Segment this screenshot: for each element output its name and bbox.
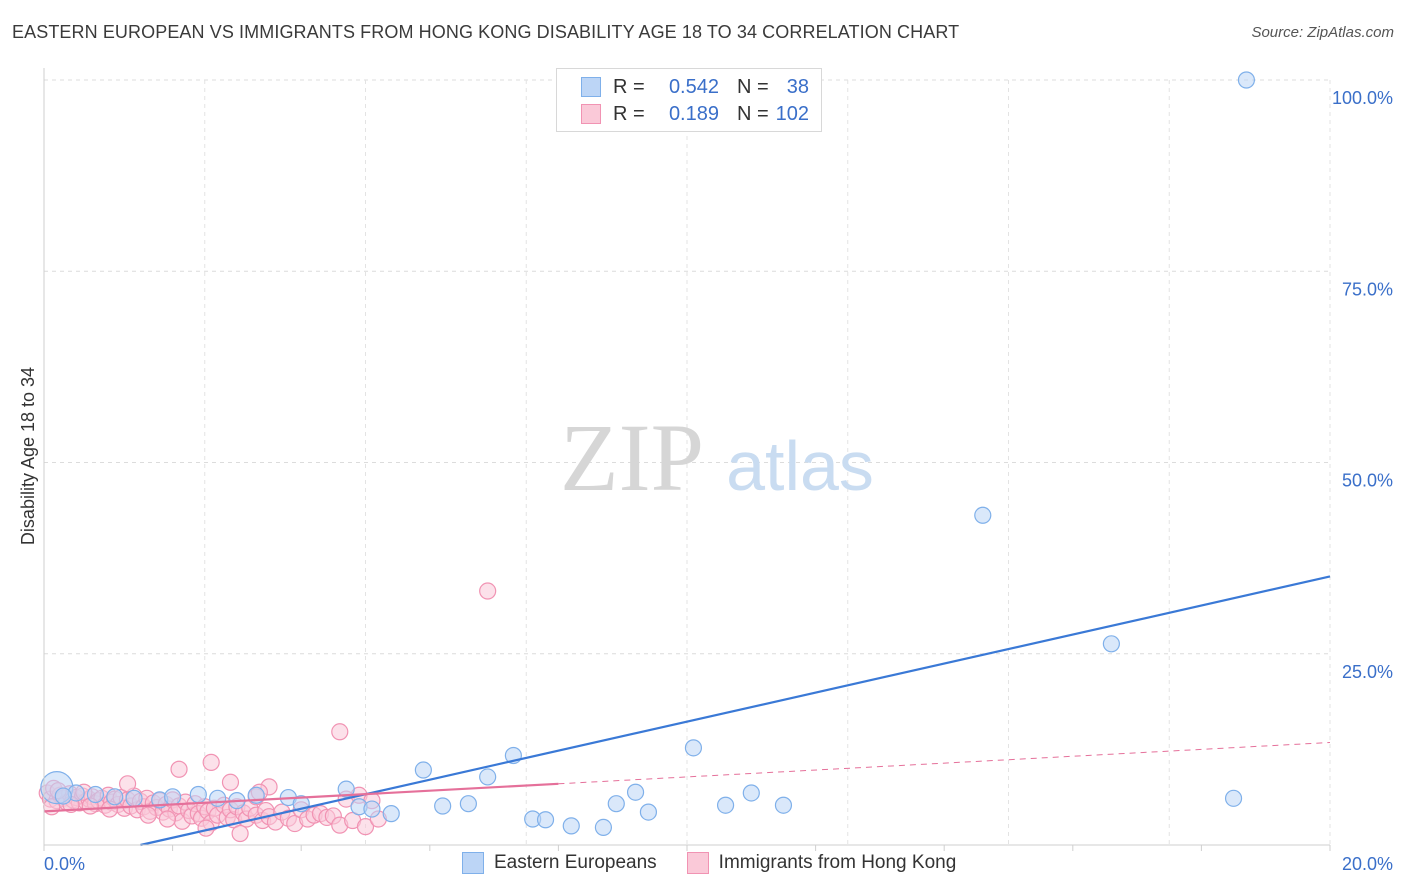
- axis-layer: 25.0% 50.0% 75.0% 100.0% 0.0% 20.0%: [43, 68, 1393, 874]
- y-tick-label: 75.0%: [1342, 279, 1393, 299]
- y-tick-label: 25.0%: [1342, 662, 1393, 682]
- legend-label: Immigrants from Hong Kong: [718, 852, 957, 873]
- point-eastern-europeans: [479, 768, 497, 786]
- point-eastern-europeans: [562, 817, 580, 835]
- legend-swatch-blue: [581, 77, 601, 97]
- legend-swatch-blue: [462, 852, 484, 874]
- point-hong-kong: [356, 818, 375, 836]
- point-eastern-europeans: [974, 506, 992, 524]
- point-eastern-europeans: [54, 787, 72, 805]
- point-eastern-europeans: [209, 789, 227, 807]
- legend-swatch-pink: [581, 104, 601, 124]
- watermark-atlas: atlas: [726, 427, 874, 505]
- r-label: R =: [613, 75, 645, 98]
- legend-label: Eastern Europeans: [494, 852, 657, 873]
- point-eastern-europeans: [594, 818, 613, 837]
- watermark-zip: ZIP: [560, 404, 704, 511]
- point-hong-kong: [202, 753, 220, 771]
- point-eastern-europeans: [337, 780, 355, 798]
- point-eastern-europeans: [106, 788, 124, 806]
- x-tick-label: 0.0%: [44, 854, 85, 874]
- point-eastern-europeans: [626, 783, 645, 801]
- point-eastern-europeans: [434, 797, 452, 815]
- legend-swatch-pink: [686, 852, 709, 874]
- point-eastern-europeans: [607, 795, 625, 813]
- point-eastern-europeans: [164, 788, 182, 806]
- point-eastern-europeans: [684, 739, 703, 757]
- point-eastern-europeans: [716, 796, 735, 814]
- point-hong-kong: [158, 810, 177, 828]
- r-value: 0.542: [668, 75, 719, 98]
- n-value: 38: [786, 75, 809, 98]
- r-value: 0.189: [668, 102, 719, 125]
- point-hong-kong: [221, 773, 240, 791]
- point-eastern-europeans: [125, 789, 143, 807]
- n-label: N =: [737, 75, 769, 98]
- point-hong-kong: [331, 723, 349, 741]
- point-eastern-europeans: [536, 811, 555, 829]
- point-eastern-europeans: [459, 795, 477, 813]
- point-eastern-europeans: [1237, 71, 1256, 89]
- point-hong-kong: [118, 775, 137, 793]
- y-tick-label: 50.0%: [1342, 471, 1393, 491]
- n-label: N =: [737, 102, 769, 125]
- point-eastern-europeans: [363, 800, 381, 818]
- point-eastern-europeans: [382, 805, 400, 823]
- point-eastern-europeans: [742, 784, 760, 802]
- point-hong-kong: [231, 824, 249, 843]
- stats-row-hong-kong: R = 0.189 N = 102: [581, 101, 809, 127]
- legend-item-hong-kong[interactable]: Immigrants from Hong Kong: [686, 852, 957, 874]
- point-hong-kong: [170, 760, 188, 778]
- r-label: R =: [613, 102, 645, 125]
- stats-legend: R = 0.542 N = 38 R = 0.189 N = 102: [556, 68, 822, 132]
- point-eastern-europeans: [774, 796, 793, 814]
- trend-layer: [43, 575, 1331, 847]
- legend-item-eastern-europeans[interactable]: Eastern Europeans: [462, 852, 657, 874]
- point-eastern-europeans: [189, 785, 207, 804]
- series-legend: Eastern Europeans Immigrants from Hong K…: [462, 852, 986, 874]
- n-value: 102: [775, 102, 809, 125]
- point-hong-kong: [479, 582, 497, 600]
- trend-line-eastern-europeans: [140, 575, 1331, 847]
- point-eastern-europeans: [1102, 635, 1120, 653]
- y-axis-label: Disability Age 18 to 34: [18, 367, 38, 545]
- x-tick-label: 20.0%: [1342, 854, 1393, 874]
- trend-line-hong-kong-extension: [558, 741, 1331, 785]
- point-eastern-europeans: [639, 803, 658, 821]
- chart-title: EASTERN EUROPEAN VS IMMIGRANTS FROM HONG…: [12, 22, 960, 42]
- point-hong-kong: [139, 806, 157, 824]
- point-eastern-europeans: [86, 785, 105, 804]
- stats-row-eastern-europeans: R = 0.542 N = 38: [581, 74, 809, 100]
- point-eastern-europeans: [1224, 789, 1243, 807]
- trend-line-hong-kong: [43, 782, 559, 813]
- source-label: Source: ZipAtlas.com: [1251, 24, 1394, 41]
- point-eastern-europeans: [414, 761, 432, 779]
- y-tick-label: 100.0%: [1332, 88, 1393, 108]
